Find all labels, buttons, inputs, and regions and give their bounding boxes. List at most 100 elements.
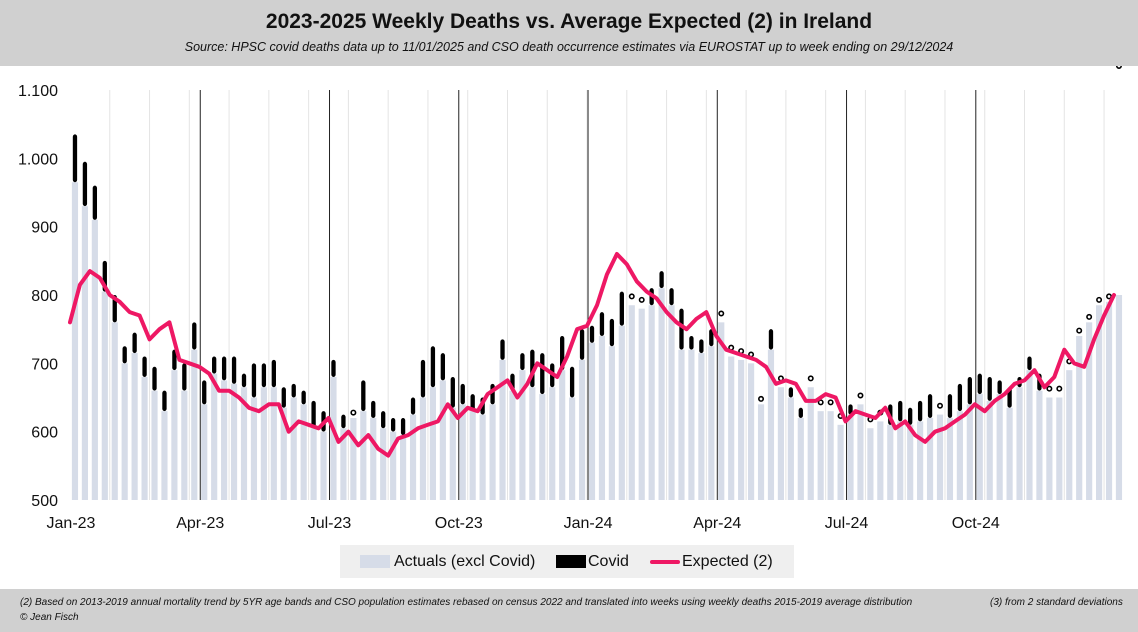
x-tick-label: Apr-23	[176, 515, 224, 532]
covid-bar	[917, 400, 923, 422]
actual-bar	[191, 349, 198, 500]
covid-bar	[261, 363, 267, 388]
actual-bar	[1105, 301, 1113, 500]
covid-bar	[589, 325, 595, 343]
bars	[71, 66, 1123, 501]
x-axis-ticks: Jan-23 Apr-23 Jul-23 Oct-23 Jan-24 Apr-24 Jul-…	[47, 515, 1000, 532]
gridlines	[109, 90, 1105, 500]
copyright: © Jean Fisch	[20, 612, 79, 623]
actual-bar	[290, 397, 297, 500]
covid-marker	[758, 395, 765, 402]
covid-bar	[997, 380, 1002, 395]
actual-bar	[638, 308, 645, 500]
actual-bar	[708, 346, 715, 500]
x-tick-label: Jan-23	[47, 515, 96, 532]
covid-swatch	[556, 555, 586, 568]
actual-bar	[688, 349, 695, 500]
actual-bar	[797, 418, 804, 500]
actual-bar	[956, 411, 963, 500]
y-tick-label: 500	[31, 493, 58, 510]
actual-bar	[340, 428, 347, 500]
actual-bar	[429, 387, 436, 500]
covid-bar	[231, 356, 237, 384]
covid-bar	[410, 397, 416, 415]
covid-marker	[1076, 327, 1083, 334]
actual-bar	[171, 370, 178, 500]
covid-bar	[82, 161, 88, 207]
actual-bar	[479, 414, 486, 500]
covid-bar	[440, 353, 446, 381]
actual-bar	[1076, 336, 1083, 500]
covid-bar	[311, 400, 316, 429]
actual-bar	[787, 397, 794, 500]
legend-actuals-label: Actuals (excl Covid)	[394, 552, 536, 570]
covid-marker	[936, 402, 943, 409]
actual-bar	[718, 322, 725, 500]
covid-bar	[619, 291, 624, 326]
footnote-3: (3) from 2 standard deviations	[990, 597, 1123, 608]
actual-bar	[131, 353, 138, 500]
actual-bar	[250, 397, 258, 500]
actual-bar	[260, 387, 267, 500]
covid-bar	[709, 329, 714, 347]
actual-bar	[777, 387, 784, 500]
covid-bar	[947, 394, 953, 418]
chart-title: 2023-2025 Weekly Deaths vs. Average Expe…	[265, 10, 873, 33]
footnote-2: (2) Based on 2013-2019 annual mortality …	[20, 597, 913, 608]
covid-bar	[381, 411, 386, 429]
covid-marker	[638, 296, 645, 303]
actual-bar	[966, 404, 973, 500]
covid-bar	[768, 329, 774, 350]
actual-bar	[1046, 397, 1053, 500]
actual-bar	[370, 418, 377, 500]
actual-bar	[459, 404, 466, 500]
actual-bar	[211, 373, 218, 500]
covid-bar	[689, 336, 694, 350]
covid-marker	[628, 293, 635, 300]
covid-bar	[957, 383, 963, 412]
actual-bar	[936, 414, 944, 500]
covid-bar	[341, 414, 346, 429]
covid-marker	[1056, 385, 1063, 392]
y-axis-ticks: 500 600 700 800 900 1.000 1.100	[18, 83, 58, 510]
covid-bar	[927, 394, 933, 418]
covid-bar	[659, 271, 664, 289]
legend-actuals: Actuals (excl Covid)	[360, 545, 535, 578]
actual-bar	[390, 431, 397, 500]
covid-bar	[569, 366, 575, 398]
actual-bar	[270, 387, 277, 500]
actual-bar	[499, 359, 506, 500]
actual-bar	[757, 404, 765, 500]
covid-bar	[212, 356, 217, 374]
actual-bar	[598, 336, 606, 500]
actual-bar	[827, 411, 834, 500]
actual-bar	[569, 397, 576, 500]
actual-bar	[1036, 390, 1043, 500]
actual-bar	[1006, 407, 1013, 500]
actual-bar	[847, 414, 854, 500]
covid-bar	[987, 377, 992, 401]
covid-bar	[251, 363, 257, 398]
covid-bar	[420, 359, 426, 398]
x-tick-label: Jan-24	[564, 515, 613, 532]
covid-bar	[281, 387, 286, 408]
actual-bar	[588, 342, 596, 500]
actual-bar	[280, 407, 287, 500]
covid-bar	[182, 363, 187, 391]
covid-bar	[540, 353, 545, 395]
expected-swatch	[650, 559, 680, 564]
covid-bar	[848, 404, 853, 415]
chart-subtitle: Source: HPSC covid deaths data up to 11/…	[184, 40, 954, 54]
chart-header: 2023-2025 Weekly Deaths vs. Average Expe…	[0, 0, 1138, 66]
legend-expected-label: Expected (2)	[682, 552, 773, 570]
actual-bar	[877, 421, 884, 500]
covid-bar	[430, 346, 436, 388]
actual-bar	[698, 353, 705, 500]
covid-bar	[898, 400, 903, 422]
covid-bar	[798, 407, 803, 418]
covid-bar	[788, 387, 794, 398]
actual-bar	[240, 387, 248, 500]
actual-bar	[151, 390, 158, 500]
covid-marker	[718, 310, 725, 317]
covid-bar	[599, 312, 605, 336]
